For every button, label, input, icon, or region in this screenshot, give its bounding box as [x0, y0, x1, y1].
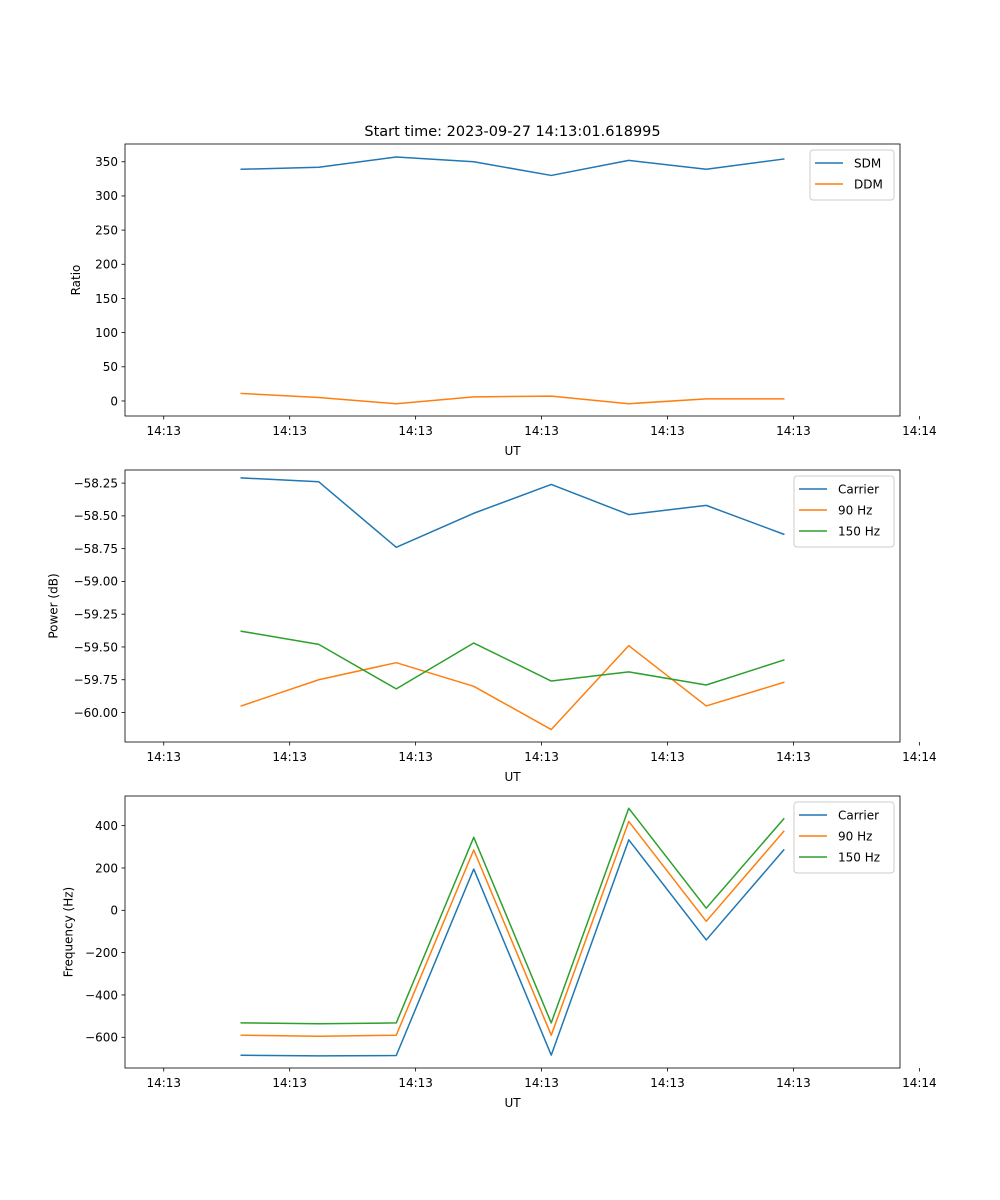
- legend-label: 90 Hz: [838, 504, 872, 518]
- y-tick-label: 350: [95, 155, 118, 169]
- x-tick-label: 14:13: [650, 1076, 685, 1090]
- y-tick-label: −59.75: [74, 673, 118, 687]
- y-tick-label: −58.50: [74, 509, 118, 523]
- y-axis-label: Power (dB): [46, 573, 60, 638]
- series-line-ddm: [240, 392, 785, 405]
- x-tick-label: 14:13: [650, 750, 685, 764]
- legend-label: 150 Hz: [838, 851, 880, 865]
- y-tick-label: −600: [85, 1031, 118, 1045]
- x-tick-label: 14:13: [272, 1076, 307, 1090]
- y-tick-label: −59.25: [74, 607, 118, 621]
- x-tick-label: 14:13: [398, 750, 433, 764]
- legend: Carrier 90 Hz 150 Hz: [793, 475, 895, 548]
- x-axis-label: UT: [504, 770, 521, 784]
- legend-label: 150 Hz: [838, 525, 880, 539]
- x-tick-label: 14:13: [524, 1076, 559, 1090]
- x-tick-label: 14:13: [524, 750, 559, 764]
- series-line-90-hz: [240, 644, 785, 731]
- x-tick-label: 14:13: [272, 750, 307, 764]
- x-tick-label: 14:14: [902, 1076, 937, 1090]
- series-line-150-hz: [240, 807, 785, 1025]
- legend-box: [793, 801, 895, 874]
- panel-2: 14:13 14:13 14:13 14:13 14:13 14:13 14:14 −60.0…: [46, 469, 937, 784]
- x-axis-label: UT: [504, 1096, 521, 1110]
- x-tick-label: 14:13: [272, 424, 307, 438]
- legend-label: DDM: [854, 178, 883, 192]
- legend-box: [809, 149, 895, 201]
- x-tick-label: 14:13: [398, 424, 433, 438]
- y-tick-label: 300: [95, 189, 118, 203]
- x-tick-label: 14:13: [776, 750, 811, 764]
- legend: Carrier 90 Hz 150 Hz: [793, 801, 895, 874]
- y-tick-label: −400: [85, 988, 118, 1002]
- x-tick-label: 14:13: [776, 1076, 811, 1090]
- x-tick-label: 14:13: [650, 424, 685, 438]
- panel-3: 14:13 14:13 14:13 14:13 14:13 14:13 14:14 −600 −…: [62, 795, 937, 1110]
- legend: SDM DDM: [809, 149, 895, 201]
- series-line-carrier: [240, 839, 785, 1057]
- y-tick-label: −60.00: [74, 706, 118, 720]
- x-axis-label: UT: [504, 444, 521, 458]
- legend-label: SDM: [854, 157, 881, 171]
- x-tick-label: 14:14: [902, 424, 937, 438]
- y-tick-label: 200: [95, 861, 118, 875]
- x-tick-label: 14:14: [902, 750, 937, 764]
- y-axis-label: Ratio: [69, 265, 83, 296]
- legend-label: Carrier: [838, 483, 879, 497]
- y-tick-label: 0: [110, 394, 118, 408]
- y-tick-label: −58.25: [74, 476, 118, 490]
- axes-frame: [124, 795, 901, 1069]
- y-axis-label: Frequency (Hz): [62, 887, 76, 978]
- series-line-sdm: [240, 156, 785, 177]
- chart-title: Start time: 2023-09-27 14:13:01.618995: [364, 124, 660, 140]
- series-line-90-hz: [240, 820, 785, 1037]
- series-line-150-hz: [240, 630, 785, 690]
- x-tick-label: 14:13: [146, 1076, 181, 1090]
- y-tick-label: −59.50: [74, 640, 118, 654]
- x-tick-label: 14:13: [524, 424, 559, 438]
- series-line-carrier: [240, 477, 785, 549]
- panels: 14:13 14:13 14:13 14:13 14:13 14:13 14:14 0 50 10…: [46, 143, 937, 1110]
- y-tick-label: 250: [95, 223, 118, 237]
- y-tick-label: −59.00: [74, 575, 118, 589]
- y-tick-label: 0: [110, 904, 118, 918]
- legend-label: Carrier: [838, 809, 879, 823]
- x-tick-label: 14:13: [146, 750, 181, 764]
- axes-frame: [124, 469, 901, 743]
- y-tick-label: −200: [85, 946, 118, 960]
- y-tick-label: −58.75: [74, 542, 118, 556]
- y-tick-label: 50: [103, 360, 118, 374]
- panel-1: 14:13 14:13 14:13 14:13 14:13 14:13 14:14 0 50 10…: [69, 143, 937, 458]
- y-tick-label: 100: [95, 326, 118, 340]
- y-tick-label: 400: [95, 819, 118, 833]
- legend-label: 90 Hz: [838, 830, 872, 844]
- x-tick-label: 14:13: [398, 1076, 433, 1090]
- y-tick-label: 150: [95, 292, 118, 306]
- x-tick-label: 14:13: [776, 424, 811, 438]
- legend-box: [793, 475, 895, 548]
- x-tick-label: 14:13: [146, 424, 181, 438]
- y-tick-label: 200: [95, 258, 118, 272]
- axes-frame: [124, 143, 901, 417]
